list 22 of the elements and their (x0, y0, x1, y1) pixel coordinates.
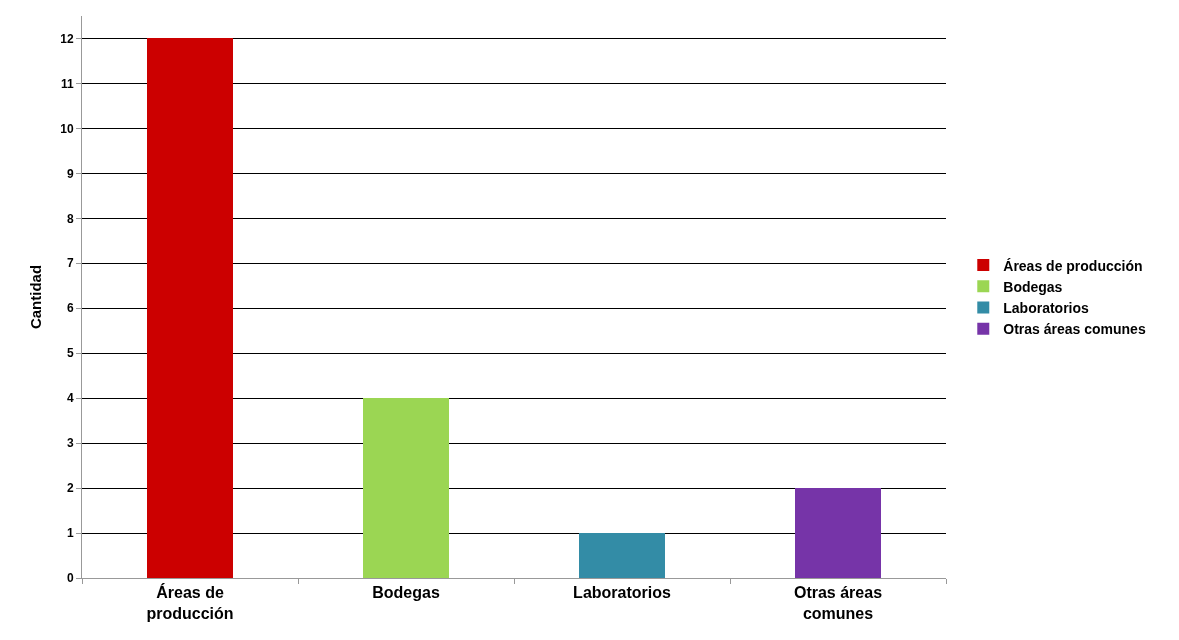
legend-label: Otras áreas comunes (1003, 321, 1146, 338)
y-tick-label: 2 (66, 481, 74, 496)
legend-label: Áreas de producción (1003, 257, 1143, 274)
y-tick-label: 10 (60, 121, 74, 136)
y-tick-label: 12 (60, 31, 74, 46)
x-tick-label: Otras áreas comunes (793, 584, 883, 622)
legend-label: Bodegas (1003, 278, 1063, 295)
y-tick-label: 8 (66, 211, 74, 226)
y-tick-label: 3 (66, 436, 74, 451)
y-axis-title: Cantidad (27, 264, 45, 330)
legend-label: Laboratorios (1003, 299, 1090, 316)
y-tick-label: 11 (60, 76, 74, 91)
x-tick-label: Bodegas (372, 584, 440, 602)
x-tick-label: Áreas de producción (146, 583, 234, 622)
y-tick-label: 4 (66, 391, 74, 406)
y-tick-label: 9 (66, 166, 74, 181)
y-tick-label: 6 (66, 301, 74, 316)
y-tick-label: 7 (66, 256, 74, 271)
y-tick-label: 0 (66, 571, 74, 586)
x-tick-label: Laboratorios (573, 584, 671, 602)
y-tick-label: 5 (66, 346, 74, 361)
y-tick-label: 1 (66, 526, 74, 541)
